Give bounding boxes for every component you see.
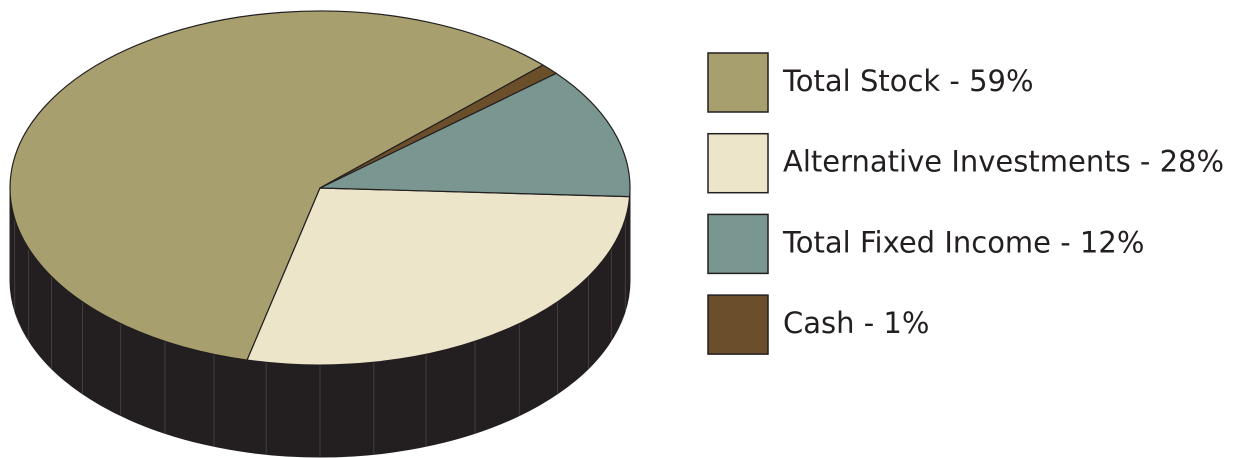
pie-slice xyxy=(9,10,544,361)
pie-slice xyxy=(246,187,631,366)
legend-label: Total Stock - 59% xyxy=(782,64,1034,98)
legend-swatch xyxy=(707,52,769,113)
legend-label: Cash - 1% xyxy=(783,306,929,340)
legend: Total Stock - 59% Alternative Investments… xyxy=(707,52,1224,355)
pie-slice xyxy=(319,64,557,189)
legend-label: Total Fixed Income - 12% xyxy=(782,225,1144,259)
pie-top xyxy=(9,10,631,366)
legend-swatch xyxy=(707,294,769,355)
legend-label: Alternative Investments - 28% xyxy=(783,145,1224,179)
legend-swatch xyxy=(707,132,769,194)
legend-swatch xyxy=(707,213,769,275)
pie-slice xyxy=(319,72,631,198)
pie-side xyxy=(9,187,631,458)
